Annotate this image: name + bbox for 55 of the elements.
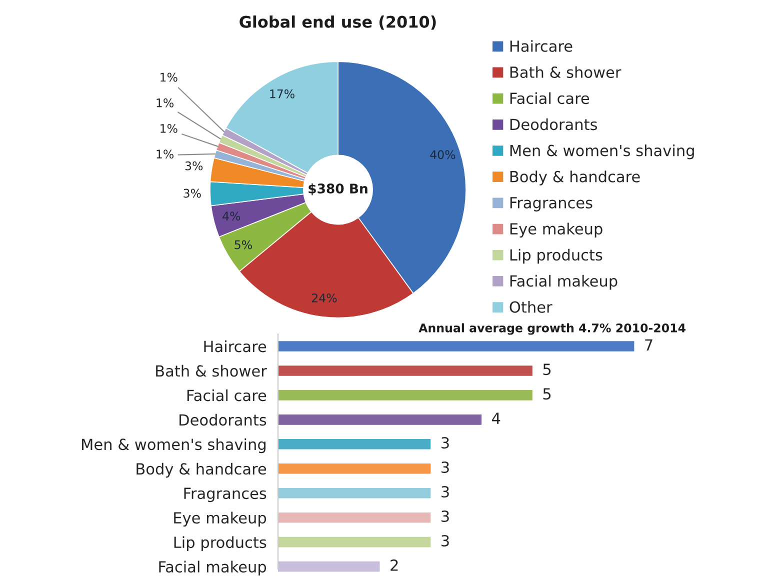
bar <box>278 366 532 376</box>
y-tick-label: Haircare <box>204 340 266 352</box>
data-label: 5 <box>543 364 551 376</box>
data-label: 40% <box>430 150 456 160</box>
y-tick-label: Deodorants <box>180 414 266 426</box>
data-label: 3 <box>442 486 449 498</box>
y-tick-label: Bath & shower <box>156 364 267 377</box>
data-label: 1% <box>156 150 174 159</box>
legend-label: Eye makeup <box>510 222 602 238</box>
data-label: 4% <box>222 212 240 221</box>
data-label: 3 <box>442 534 449 547</box>
y-tick-label: Body & handcare <box>136 462 266 478</box>
legend-label: Deodorants <box>510 118 598 130</box>
y-tick-label: Fragrances <box>184 488 266 502</box>
data-label: 1% <box>156 98 174 108</box>
data-label: 5 <box>543 388 551 400</box>
data-label: 3 <box>442 510 449 522</box>
y-tick-label: Lip products <box>174 536 266 552</box>
data-label: 1% <box>160 124 178 133</box>
chart-title: Annual average growth 4.7% 2010-2014 <box>418 323 686 335</box>
legend-label: Other <box>510 301 552 313</box>
y-tick-label: Facial makeup <box>159 560 266 576</box>
legend-label: Men & women's shaving <box>510 144 694 160</box>
bar <box>278 390 532 400</box>
bar <box>278 439 431 450</box>
data-label: 7 <box>645 339 652 350</box>
legend-label: Fragrances <box>510 197 592 212</box>
y-tick-label: Men & women's shaving <box>82 438 266 454</box>
chart-title: Global end use (2010) <box>240 15 436 30</box>
bar <box>278 536 431 548</box>
bar <box>278 463 431 474</box>
bar <box>278 414 482 425</box>
data-label: 17% <box>270 89 294 98</box>
legend-label: Facial care <box>510 92 590 104</box>
data-label: 2 <box>390 559 398 571</box>
text: $380 Bn <box>308 183 368 196</box>
data-label: 3 <box>442 437 449 449</box>
bar <box>278 561 380 572</box>
y-tick-label: Eye makeup <box>174 512 266 527</box>
legend-label: Body & handcare <box>510 170 640 186</box>
bar <box>278 341 634 352</box>
data-label: 24% <box>312 293 337 302</box>
data-label: 4 <box>492 412 500 424</box>
data-label: 3 <box>442 462 449 474</box>
data-label: 3% <box>184 188 201 198</box>
bar <box>278 512 431 523</box>
data-label: 3% <box>185 161 203 170</box>
legend-label: Haircare <box>510 40 572 52</box>
data-label: 1% <box>160 72 178 82</box>
bar <box>278 488 431 498</box>
legend-label: Lip products <box>510 248 602 264</box>
data-label: 5% <box>234 240 252 250</box>
legend-label: Bath & shower <box>510 66 622 78</box>
legend-label: Facial makeup <box>510 274 618 290</box>
y-tick-label: Facial care <box>187 389 266 402</box>
